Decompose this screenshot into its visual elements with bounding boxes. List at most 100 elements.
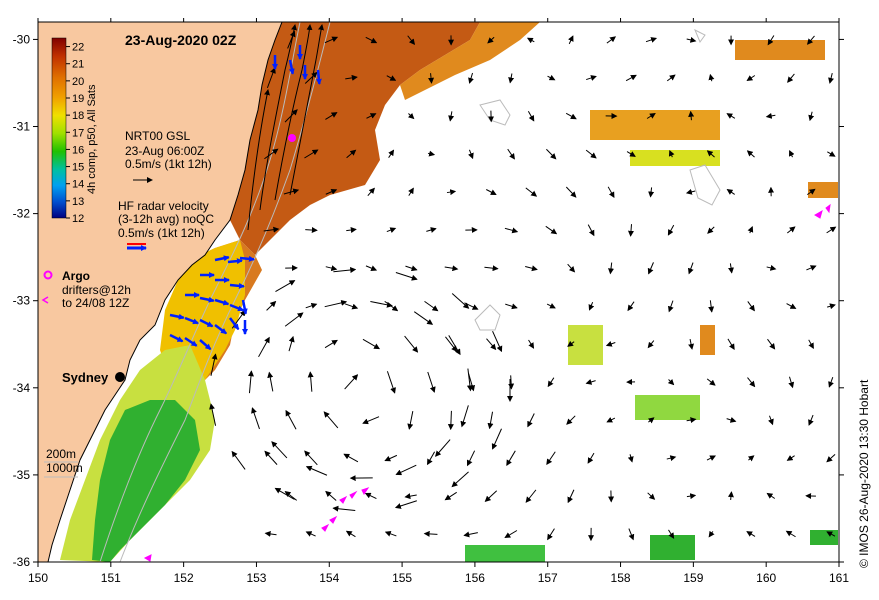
velocity-arrow [506,450,516,467]
sst-warm-band [230,22,480,255]
velocity-arrow [585,379,596,385]
velocity-arrow [708,530,715,538]
velocity-arrow [827,303,836,310]
velocity-arrow [468,373,475,392]
velocity-arrow [828,377,834,388]
hf-radar-arrow [229,282,245,289]
velocity-arrow [325,112,338,120]
velocity-arrow [647,262,654,275]
velocity-field-arrows [263,30,837,542]
hf-legend-title: HF radar velocity [118,199,209,213]
sydney-label: Sydney [62,370,109,385]
hf-radar-arrow [228,317,240,331]
velocity-arrow [362,338,381,350]
velocity-arrow [266,67,276,89]
velocity-arrow [307,371,314,392]
velocity-arrow [264,148,279,160]
velocity-arrow [365,265,378,271]
y-tick-label: -35 [13,468,31,482]
colorbar-ticks: 22 21 20 19 18 17 16 15 14 13 12 [66,42,84,225]
velocity-arrow [808,414,814,426]
velocity-arrow [367,187,375,196]
velocity-arrow [708,300,715,313]
velocity-arrow [487,36,495,44]
velocity-arrow [728,263,734,274]
eddy-arrow [305,465,328,476]
velocity-arrow [547,377,555,388]
x-tick-label: 150 [28,571,48,585]
velocity-arrow [407,411,414,430]
velocity-arrow [547,528,555,541]
sst-patch-ne3 [630,150,720,166]
velocity-arrow [388,149,395,158]
velocity-arrow [323,411,339,429]
hf-radar-arrow [227,258,243,265]
velocity-arrow [747,455,755,462]
velocity-arrow [767,35,775,46]
velocity-arrow [305,227,318,234]
velocity-arrow [345,530,356,538]
velocity-arrow [645,37,658,43]
colorbar-tick-label: 17 [72,127,84,139]
colorbar [51,37,67,219]
velocity-arrow [806,265,817,271]
sst-green [92,400,200,562]
y-tick-label: -32 [13,207,31,221]
velocity-arrow [727,491,734,500]
velocity-arrow [668,149,675,158]
eddy-arrow [451,293,470,309]
hf-radar-arrow [214,323,227,335]
velocity-arrow [287,30,296,49]
argo-legend-icon [43,270,53,280]
velocity-arrow [787,73,795,83]
velocity-arrow [346,227,357,233]
velocity-arrow [304,71,318,84]
gsl-legend-scale: 0.5m/s (1kt 12h) [125,157,212,171]
velocity-arrow [324,36,339,44]
eddy-arrow [258,336,270,358]
eddy-arrow [395,271,418,281]
velocity-arrow [344,374,359,390]
velocity-arrow [667,300,674,313]
velocity-arrow [627,454,634,463]
velocity-arrow [305,302,318,309]
velocity-arrow [386,227,397,233]
eddy-arrow [251,407,260,430]
sst-patch-mid2 [635,395,700,420]
eddy-arrow [210,353,218,376]
velocity-arrow [707,226,715,234]
velocity-arrow [526,37,535,44]
velocity-arrow [283,188,300,195]
hf-radar-arrow [214,255,230,262]
velocity-arrow [648,187,655,198]
velocity-arrow [726,417,737,423]
velocity-arrow [527,110,535,122]
velocity-arrow [686,493,697,500]
colorbar-tick-label: 18 [72,110,84,122]
velocity-arrow [806,35,815,45]
colorbar-label: 4h comp, p50, All Sats [86,84,98,194]
velocity-arrow [666,455,677,462]
drifters-legend-line1: drifters@12h [62,283,131,297]
eddy-arrow [394,500,417,509]
eddy-arrow [413,311,434,325]
velocity-arrow [726,188,735,195]
velocity-arrow [688,110,695,121]
velocity-arrow [685,188,696,195]
x-tick-label: 155 [392,571,412,585]
velocity-arrow [423,530,438,537]
velocity-arrow [807,188,816,196]
map-title: 23-Aug-2020 02Z [125,32,237,48]
velocity-arrow [627,301,635,312]
hf-radar-arrow [184,336,198,347]
eddy-arrow [275,280,296,293]
hf-legend-avg: (3-12h avg) noQC [118,212,214,226]
velocity-arrow [484,490,498,502]
velocity-arrow [325,265,338,272]
velocity-arrow [365,36,378,44]
colorbar-tick-label: 19 [72,93,84,105]
velocity-arrow [567,263,576,273]
velocity-arrow [706,150,715,158]
velocity-arrow [284,109,298,123]
eddy-arrow [370,301,393,308]
